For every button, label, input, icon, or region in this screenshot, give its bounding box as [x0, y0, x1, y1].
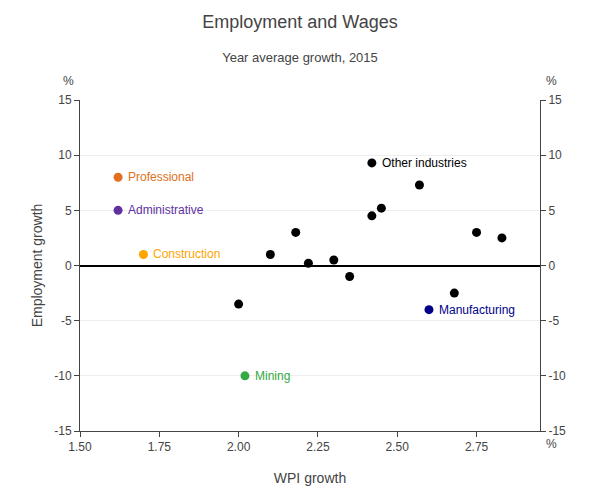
svg-text:Mining: Mining: [255, 369, 290, 383]
svg-text:Construction: Construction: [153, 247, 220, 261]
svg-text:0: 0: [548, 259, 555, 273]
svg-text:2.00: 2.00: [227, 440, 251, 454]
svg-text:10: 10: [58, 148, 72, 162]
svg-text:15: 15: [58, 93, 72, 107]
svg-text:5: 5: [65, 204, 72, 218]
svg-text:5: 5: [548, 204, 555, 218]
svg-text:-10: -10: [54, 369, 72, 383]
svg-text:Employment growth: Employment growth: [29, 204, 45, 328]
svg-text:%: %: [546, 74, 557, 88]
svg-text:2.25: 2.25: [306, 440, 330, 454]
svg-text:%: %: [63, 74, 74, 88]
svg-text:-15: -15: [54, 424, 72, 438]
svg-text:2.50: 2.50: [386, 440, 410, 454]
svg-text:1.50: 1.50: [68, 440, 92, 454]
svg-text:2.75: 2.75: [465, 440, 489, 454]
svg-text:Professional: Professional: [128, 170, 194, 184]
svg-text:Year average growth, 2015: Year average growth, 2015: [222, 50, 378, 65]
svg-text:10: 10: [548, 148, 562, 162]
svg-text:1.75: 1.75: [148, 440, 172, 454]
svg-text:-15: -15: [548, 424, 566, 438]
svg-text:15: 15: [548, 93, 562, 107]
svg-text:Employment and Wages: Employment and Wages: [202, 12, 397, 32]
svg-text:Manufacturing: Manufacturing: [439, 303, 515, 317]
svg-text:WPI growth: WPI growth: [274, 470, 346, 486]
svg-text:-10: -10: [548, 369, 566, 383]
svg-text:-5: -5: [548, 314, 559, 328]
svg-text:-5: -5: [61, 314, 72, 328]
svg-text:Other industries: Other industries: [382, 156, 467, 170]
svg-text:0: 0: [65, 259, 72, 273]
svg-text:%: %: [546, 437, 557, 451]
svg-text:Administrative: Administrative: [128, 203, 204, 217]
